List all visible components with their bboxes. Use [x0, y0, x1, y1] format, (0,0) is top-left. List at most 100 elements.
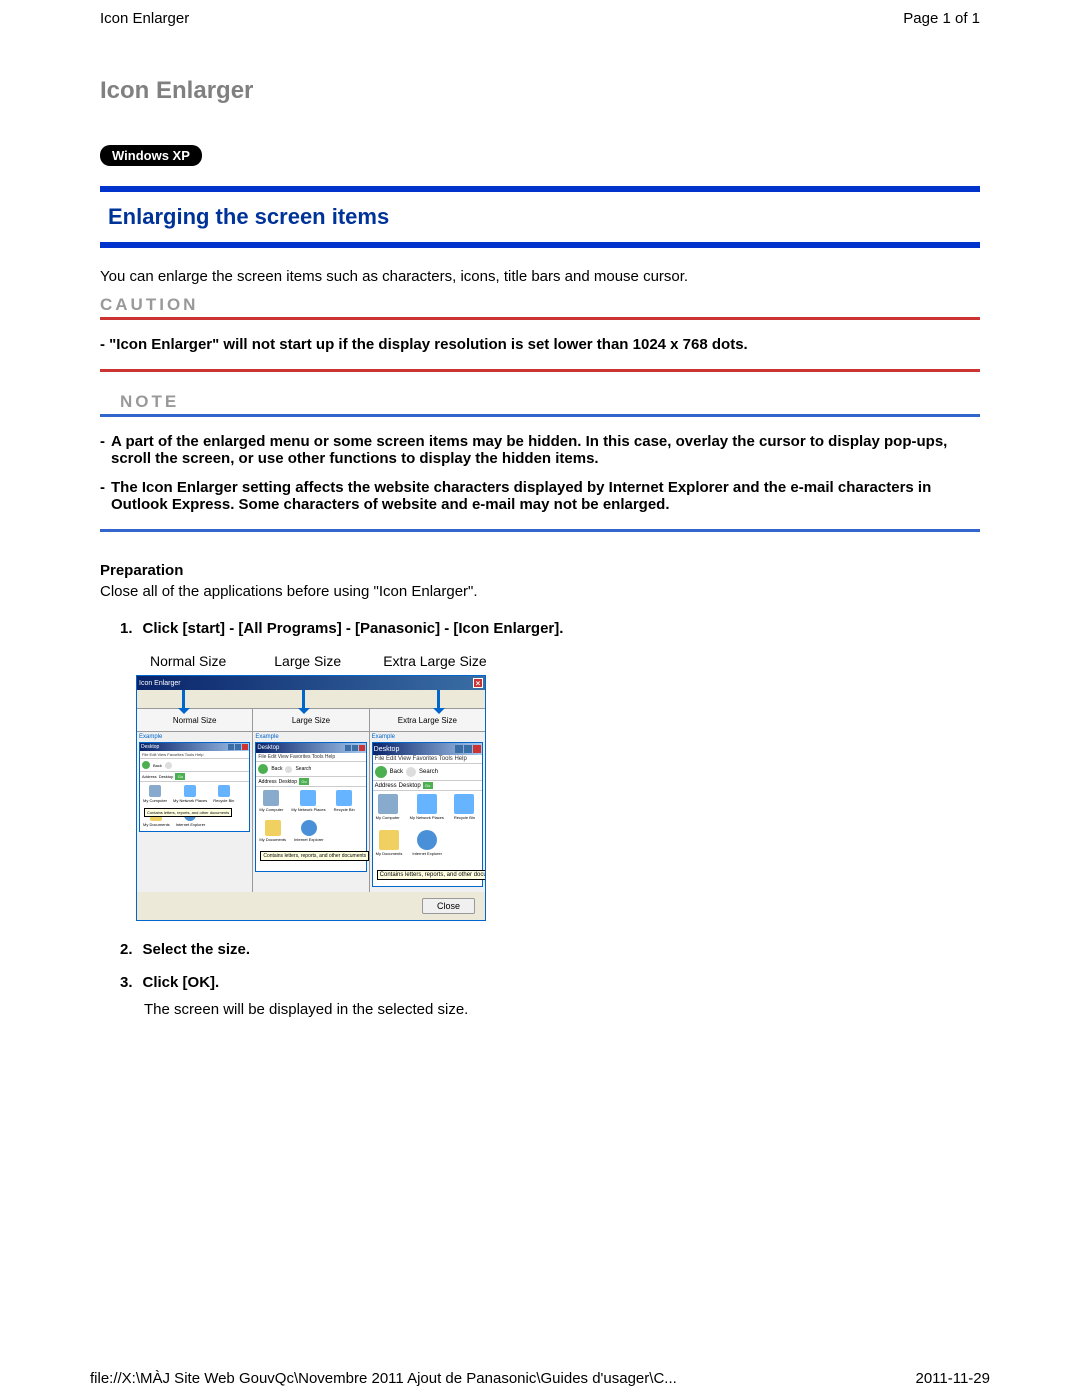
- note-item: - A part of the enlarged menu or some sc…: [100, 433, 980, 467]
- close-icon[interactable]: [242, 744, 248, 750]
- footer-date: 2011-11-29: [915, 1370, 990, 1387]
- mini-titlebar: Desktop: [373, 743, 482, 755]
- back-button-icon[interactable]: [375, 766, 387, 778]
- back-button-icon[interactable]: [142, 761, 150, 769]
- header-right: Page 1 of 1: [903, 10, 980, 27]
- window-controls: [455, 745, 481, 753]
- pointer-arrow-icon: [302, 690, 305, 708]
- address-value: Desktop: [279, 779, 297, 785]
- example-label: Example: [139, 734, 250, 740]
- mini-body: My Computer My Network Places Recycle Bi…: [140, 782, 249, 830]
- pointer-arrow-icon: [437, 690, 440, 708]
- steps-list-cont: 2. Select the size. 3. Click [OK]. The s…: [100, 941, 980, 1018]
- minimize-icon[interactable]: [345, 745, 351, 751]
- close-button[interactable]: Close: [422, 898, 475, 914]
- address-value: Desktop: [399, 783, 421, 789]
- mini-titlebar: Desktop: [256, 743, 365, 753]
- mini-toolbar: Back: [140, 759, 249, 772]
- pointer-arrow-icon: [182, 690, 185, 708]
- go-button[interactable]: Go: [299, 778, 309, 785]
- mini-desktop-window: Desktop File Edit View Favorites Tools H…: [139, 742, 250, 832]
- red-divider-bottom: [100, 369, 980, 372]
- step-3-text: Click [OK].: [143, 974, 220, 991]
- tooltip: Contains letters, reports, and other doc…: [377, 870, 485, 880]
- minimize-icon[interactable]: [455, 745, 463, 753]
- network-places-icon[interactable]: My Network Places: [173, 785, 207, 803]
- red-divider-top: [100, 317, 980, 320]
- blue-divider-bottom: [100, 529, 980, 532]
- back-label: Back: [390, 769, 403, 775]
- address-label: Address: [258, 779, 276, 785]
- dash-icon: -: [100, 479, 105, 513]
- enlarger-window: Icon Enlarger × Normal Size Large Size E…: [136, 675, 486, 921]
- mini-desktop-window: Desktop File Edit View Favorites Tools H…: [255, 742, 366, 872]
- section-title: Enlarging the screen items: [108, 204, 972, 230]
- header-left: Icon Enlarger: [100, 10, 189, 27]
- step-3: 3. Click [OK]. The screen will be displa…: [120, 974, 980, 1018]
- example-label: Example: [255, 734, 366, 740]
- maximize-icon[interactable]: [352, 745, 358, 751]
- close-icon[interactable]: [473, 745, 481, 753]
- my-computer-icon[interactable]: My Computer: [143, 785, 167, 803]
- back-label: Back: [153, 763, 162, 768]
- my-computer-icon[interactable]: My Computer: [376, 794, 400, 820]
- close-icon[interactable]: [359, 745, 365, 751]
- page-footer: file://X:\MÀJ Site Web GouvQc\Novembre 2…: [0, 1370, 1080, 1387]
- back-button-icon[interactable]: [258, 764, 268, 774]
- back-label: Back: [271, 766, 282, 772]
- step-1-text: Click [start] - [All Programs] - [Panaso…: [143, 620, 564, 637]
- forward-button-icon[interactable]: [406, 767, 416, 777]
- mini-address-bar: Address Desktop Go: [256, 777, 365, 787]
- note-label: NOTE: [120, 392, 980, 412]
- mini-body: My Computer My Network Places Recycle Bi…: [256, 787, 365, 845]
- mini-menubar: File Edit View Favorites Tools Help: [256, 753, 365, 762]
- pointer-row: [137, 690, 485, 708]
- mini-titlebar: Desktop: [140, 743, 249, 751]
- my-computer-icon[interactable]: My Computer: [259, 790, 283, 812]
- example-large: Example Desktop File Edit View Favorites…: [253, 732, 369, 892]
- footer-path: file://X:\MÀJ Site Web GouvQc\Novembre 2…: [90, 1370, 677, 1387]
- go-button[interactable]: Go: [423, 782, 433, 789]
- step-2: 2. Select the size.: [120, 941, 980, 958]
- extra-large-size-button[interactable]: Extra Large Size: [370, 709, 485, 731]
- mini-window-title: Desktop: [374, 746, 400, 753]
- note-block: - A part of the enlarged menu or some sc…: [100, 433, 980, 513]
- close-icon[interactable]: ×: [473, 678, 483, 688]
- forward-button-icon[interactable]: [285, 766, 292, 773]
- go-button[interactable]: Go: [175, 773, 185, 780]
- label-large: Large Size: [274, 653, 341, 669]
- window-controls: [345, 745, 365, 751]
- large-size-button[interactable]: Large Size: [253, 709, 369, 731]
- step-3-result: The screen will be displayed in the sele…: [144, 1001, 980, 1018]
- mini-address-bar: Address Desktop Go: [373, 781, 482, 791]
- recycle-bin-icon[interactable]: Recycle Bin: [213, 785, 234, 803]
- recycle-bin-icon[interactable]: Recycle Bin: [334, 790, 355, 812]
- my-documents-icon[interactable]: My Documents: [376, 830, 403, 856]
- network-places-icon[interactable]: My Network Places: [410, 794, 444, 820]
- network-places-icon[interactable]: My Network Places: [291, 790, 325, 812]
- minimize-icon[interactable]: [228, 744, 234, 750]
- normal-size-button[interactable]: Normal Size: [137, 709, 253, 731]
- maximize-icon[interactable]: [464, 745, 472, 753]
- tooltip: Contains letters, reports, and other doc…: [144, 808, 232, 817]
- address-value: Desktop: [159, 774, 174, 779]
- window-controls: [228, 744, 248, 750]
- label-normal: Normal Size: [150, 653, 226, 669]
- mini-toolbar: Back Search: [256, 762, 365, 777]
- step-2-text: Select the size.: [143, 941, 251, 958]
- forward-button-icon[interactable]: [165, 762, 172, 769]
- example-label: Example: [372, 734, 483, 740]
- preparation-text: Close all of the applications before usi…: [100, 583, 980, 600]
- my-documents-icon[interactable]: My Documents: [259, 820, 286, 842]
- note-text-2: The Icon Enlarger setting affects the we…: [111, 479, 980, 513]
- recycle-bin-icon[interactable]: Recycle Bin: [454, 794, 475, 820]
- step-number: 3.: [120, 974, 133, 991]
- example-normal: Example Desktop File Edit View Favorites…: [137, 732, 253, 892]
- mini-menubar: File Edit View Favorites Tools Help: [140, 751, 249, 759]
- internet-explorer-icon[interactable]: Internet Explorer: [294, 820, 324, 842]
- internet-explorer-icon[interactable]: Internet Explorer: [412, 830, 442, 856]
- maximize-icon[interactable]: [235, 744, 241, 750]
- content-area: Icon Enlarger Windows XP Enlarging the s…: [0, 27, 1080, 1018]
- step-number: 2.: [120, 941, 133, 958]
- tooltip: Contains letters, reports, and other doc…: [260, 851, 369, 861]
